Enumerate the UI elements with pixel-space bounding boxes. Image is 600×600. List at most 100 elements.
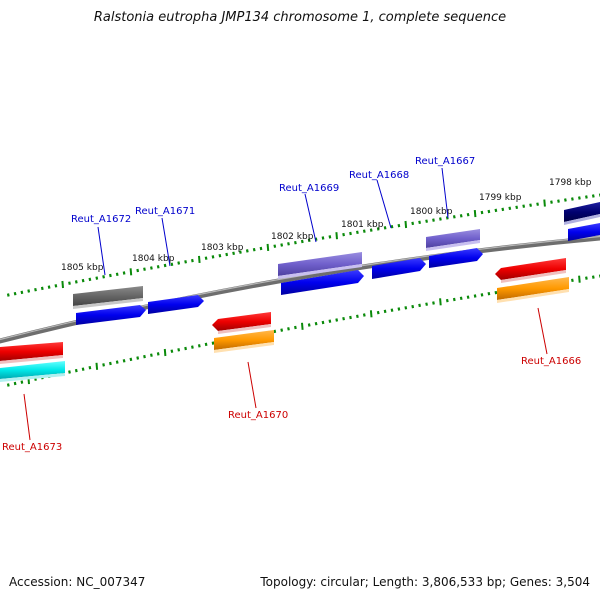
minor-tick <box>445 298 449 303</box>
minor-tick <box>156 352 160 356</box>
major-tick <box>61 280 64 289</box>
minor-tick <box>376 227 380 231</box>
minor-tick <box>411 221 415 226</box>
minor-tick <box>273 329 277 334</box>
gene-reut-a1669-arrow[interactable] <box>281 270 364 295</box>
minor-tick <box>480 293 484 297</box>
minor-tick <box>321 236 325 240</box>
gene-reut-a1670-arrow[interactable] <box>212 312 271 334</box>
minor-tick <box>515 205 519 210</box>
scale-label: 1802 kbp <box>271 232 314 242</box>
minor-tick <box>102 275 105 279</box>
minor-tick <box>184 260 187 264</box>
minor-tick <box>452 215 456 219</box>
gene-reut-a1667-band[interactable] <box>426 229 480 251</box>
minor-tick <box>376 310 380 315</box>
minor-tick <box>452 297 456 302</box>
minor-tick <box>81 367 85 371</box>
minor-tick <box>136 356 140 360</box>
minor-tick <box>177 261 181 265</box>
gene-reut-a1672-band[interactable] <box>73 286 143 309</box>
minor-tick <box>432 301 435 305</box>
gene-reut-a1670-band[interactable] <box>214 330 274 353</box>
minor-tick <box>328 319 332 323</box>
minor-tick <box>529 203 532 207</box>
minor-tick <box>54 284 58 288</box>
minor-tick <box>390 224 394 229</box>
gene-label-reut-a1666[interactable]: Reut_A1666 <box>521 356 581 367</box>
minor-tick <box>40 286 44 291</box>
gene-label-reut-a1669[interactable]: Reut_A1669 <box>279 183 339 194</box>
minor-tick <box>102 363 105 367</box>
minor-tick <box>501 207 505 212</box>
minor-tick <box>259 246 263 251</box>
minor-tick <box>109 273 112 278</box>
gene-reut-a1666-band[interactable] <box>497 277 569 303</box>
minor-tick <box>122 359 126 363</box>
minor-tick <box>163 263 167 268</box>
gene-reut-a1668-arrow[interactable] <box>372 258 426 279</box>
gene-label-reut-a1673[interactable]: Reut_A1673 <box>2 442 62 453</box>
scale-label: 1800 kbp <box>410 207 453 217</box>
minor-tick <box>156 265 160 269</box>
minor-tick <box>280 243 284 247</box>
minor-tick <box>494 208 498 213</box>
minor-tick <box>397 307 401 311</box>
major-tick <box>473 210 477 218</box>
gene-reut-a1671-arrow[interactable] <box>148 295 204 314</box>
minor-tick <box>425 219 428 223</box>
gene-label-reut-a1667[interactable]: Reut_A1667 <box>415 156 475 167</box>
accession-text: Accession: NC_007347 <box>9 575 146 589</box>
minor-tick <box>74 368 78 373</box>
minor-tick <box>591 275 595 279</box>
minor-tick <box>300 239 304 244</box>
minor-tick <box>232 251 235 256</box>
minor-tick <box>191 258 194 263</box>
gene-label-reut-a1668[interactable]: Reut_A1668 <box>349 170 409 181</box>
major-tick <box>266 243 270 251</box>
gene-label-reut-a1672[interactable]: Reut_A1672 <box>71 214 131 225</box>
gene-reut-a1672-arrow[interactable] <box>76 305 146 325</box>
minor-tick <box>585 276 588 280</box>
minor-tick <box>218 253 222 258</box>
minor-tick <box>342 316 345 321</box>
minor-tick <box>480 210 484 215</box>
gene-reut-a1673-arrow[interactable] <box>0 342 63 364</box>
leader-line-reut-a1672 <box>97 226 106 276</box>
gene-reut-a1673-band[interactable] <box>0 361 65 382</box>
minor-tick <box>81 278 85 283</box>
minor-tick <box>294 240 297 245</box>
minor-tick <box>239 250 242 254</box>
minor-tick <box>571 197 574 201</box>
minor-tick <box>459 296 463 301</box>
gene-reut-a1669-band[interactable] <box>278 252 362 279</box>
minor-tick <box>328 235 332 239</box>
major-tick <box>543 199 546 207</box>
minor-tick <box>356 230 359 235</box>
minor-tick <box>356 314 359 319</box>
minor-tick <box>150 353 153 357</box>
minor-tick <box>6 293 10 297</box>
minor-tick <box>47 285 51 289</box>
minor-tick <box>211 341 215 345</box>
gene-label-reut-a1671[interactable]: Reut_A1671 <box>135 206 195 217</box>
minor-tick <box>418 303 421 308</box>
gene-right-edge-band[interactable] <box>564 202 600 241</box>
minor-tick <box>197 344 201 348</box>
minor-tick <box>487 209 491 214</box>
minor-tick <box>432 218 435 222</box>
gene-label-reut-a1670[interactable]: Reut_A1670 <box>228 410 288 421</box>
minor-tick <box>494 290 498 295</box>
minor-tick <box>445 216 449 220</box>
minor-tick <box>362 229 366 233</box>
gene-reut-a1667-arrow[interactable] <box>429 248 483 268</box>
minor-tick <box>307 238 311 243</box>
minor-tick <box>508 206 512 211</box>
minor-tick <box>191 345 194 349</box>
gene-reut-a1666-arrow[interactable] <box>495 258 566 283</box>
minor-tick <box>13 381 17 386</box>
minor-tick <box>585 195 588 199</box>
minor-tick <box>466 212 470 217</box>
major-tick <box>369 310 373 318</box>
